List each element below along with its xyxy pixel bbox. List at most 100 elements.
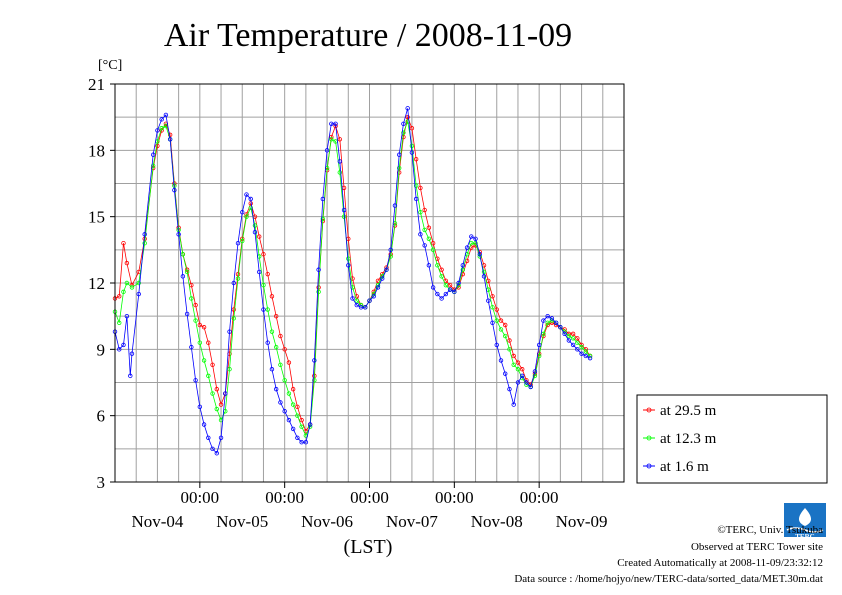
data-point [201, 325, 207, 330]
data-point [579, 351, 584, 356]
data-point [312, 378, 317, 383]
data-point [265, 307, 270, 312]
x-tick-label: 00:00 [350, 488, 389, 507]
grid [115, 84, 624, 482]
data-point [418, 232, 423, 237]
data-point [549, 316, 555, 321]
data-point [401, 130, 406, 135]
terc-logo: TERC [784, 503, 826, 541]
data-point [350, 276, 355, 281]
data-point [189, 344, 194, 350]
data-point [575, 347, 580, 352]
data-point [299, 440, 304, 445]
data-point [405, 119, 410, 124]
data-point [299, 417, 304, 423]
x-day-label: Nov-07 [386, 512, 438, 531]
data-point [354, 298, 359, 303]
data-point [176, 232, 181, 237]
data-point [142, 240, 147, 246]
data-point [278, 362, 283, 368]
data-point [439, 267, 444, 272]
data-point [460, 267, 466, 272]
data-point [528, 384, 533, 390]
data-point [150, 163, 156, 169]
data-point [320, 216, 326, 222]
data-point [193, 378, 198, 383]
data-point [282, 409, 287, 414]
data-point [396, 152, 402, 157]
data-point [443, 283, 449, 288]
data-point [337, 137, 343, 142]
legend-label: at 1.6 m [660, 459, 709, 475]
data-point [498, 318, 504, 323]
data-point [206, 435, 211, 440]
data-point [413, 183, 419, 188]
data-point [261, 252, 266, 257]
series-line [114, 108, 591, 455]
data-point [252, 223, 258, 228]
x-axis-label: (LST) [344, 536, 393, 558]
data-point [252, 229, 258, 235]
data-point [235, 240, 241, 246]
data-point [193, 302, 198, 308]
data-point [583, 353, 589, 359]
data-point [422, 207, 427, 213]
series-2 [112, 106, 593, 456]
y-tick-label: 12 [88, 274, 105, 293]
data-point [244, 192, 249, 197]
data-point [223, 391, 228, 396]
data-point [235, 276, 241, 281]
y-tick-label: 21 [88, 75, 105, 94]
data-point [447, 283, 453, 288]
data-point [430, 240, 436, 246]
data-point [206, 340, 211, 345]
source-text: Data source : /home/hojyo/new/TERC-data/… [514, 573, 823, 585]
x-tick-label: 00:00 [435, 488, 474, 507]
data-point [189, 296, 194, 301]
data-point [490, 305, 495, 310]
data-point [193, 318, 198, 323]
data-point [473, 236, 478, 241]
data-point [324, 148, 330, 153]
data-point [439, 296, 444, 301]
data-point [316, 267, 321, 272]
series-line [114, 120, 591, 437]
data-point [358, 305, 364, 310]
data-point [443, 291, 449, 297]
x-day-label: Nov-04 [131, 512, 183, 531]
data-point [575, 340, 580, 345]
data-point [380, 276, 385, 281]
data-point [490, 320, 495, 325]
data-point [197, 322, 203, 328]
data-point [587, 355, 593, 361]
data-point [248, 196, 253, 202]
legend-label: at 29.5 m [660, 403, 717, 419]
data-point [566, 338, 572, 343]
data-point [494, 318, 499, 323]
data-point [507, 347, 512, 352]
data-point [439, 274, 444, 279]
data-point [503, 371, 508, 376]
data-point [541, 331, 546, 337]
data-point [371, 294, 376, 299]
data-point [121, 289, 126, 295]
data-point [524, 380, 529, 385]
y-tick-label: 3 [97, 473, 106, 492]
data-point [426, 236, 432, 241]
data-point [413, 156, 419, 162]
data-point [469, 240, 474, 246]
data-point [124, 313, 130, 319]
data-point [409, 143, 415, 149]
data-point [566, 333, 572, 339]
wave-icon [786, 527, 824, 533]
x-day-label: Nov-08 [471, 512, 523, 531]
data-point [210, 362, 215, 368]
legend-swatch-marker [646, 463, 652, 469]
data-point [227, 329, 232, 334]
data-point [265, 340, 270, 345]
legend: at 29.5 m at 12.3 m at 1.6 m [636, 394, 828, 484]
x-axis-ticks: 00:00 00:00 00:00 00:00 00:00 Nov-04 Nov-05 Nov… [131, 482, 608, 531]
data-point [124, 280, 130, 286]
data-point [184, 269, 190, 275]
data-point [231, 307, 236, 312]
